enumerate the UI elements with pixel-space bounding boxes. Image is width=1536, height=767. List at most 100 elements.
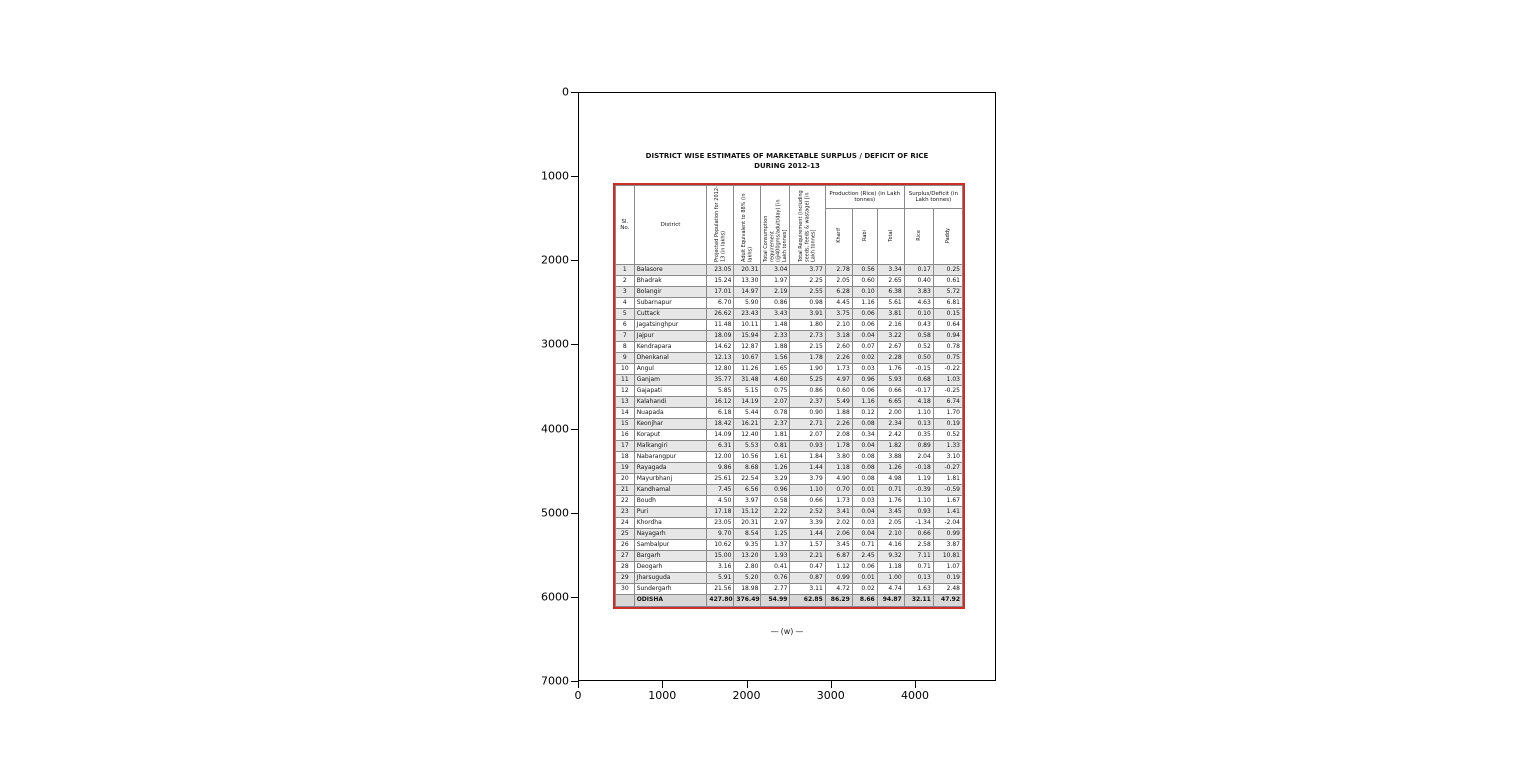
header-sl-no: Sl. No. <box>615 184 635 266</box>
cell-district: Nayagarh <box>633 528 708 541</box>
table-row: 11 Ganjam 35.77 31.48 4.60 5.25 4.97 0.96 5.93 0.… <box>615 374 964 387</box>
cell-district: Subarnapur <box>633 297 708 310</box>
cell-value: 2.37 <box>789 396 826 409</box>
cell-district: Nabarangpur <box>633 451 708 464</box>
header-production-group: Production (Rice) (in Lakh tonnes) <box>824 184 905 210</box>
header-adult-equivalent: Adult Equivalent to 88% (in lakhs) <box>733 184 762 266</box>
cell-value: 0.15 <box>932 308 964 321</box>
cell-value: 1.19 <box>903 473 934 486</box>
cell-value: 8.66 <box>851 594 878 608</box>
table-row: 26 Sambalpur 10.62 9.35 1.37 1.57 3.45 0.71 4.16… <box>615 539 964 552</box>
y-tick-mark <box>571 344 578 346</box>
cell-value: 0.58 <box>760 495 791 508</box>
cell-value: 3.04 <box>760 264 791 277</box>
cell-district: Bolangir <box>633 286 708 299</box>
cell-value: 3.83 <box>903 286 934 299</box>
y-tick-mark <box>571 260 578 262</box>
cell-value: 2.05 <box>876 517 905 530</box>
cell-value: 20.31 <box>733 517 762 530</box>
x-tick-mark <box>578 681 579 688</box>
cell-value: 0.06 <box>851 561 878 574</box>
cell-value: 0.52 <box>932 429 964 442</box>
cell-value: 15.24 <box>706 275 735 288</box>
cell-value: 3.18 <box>824 330 853 343</box>
cell-value: 23.05 <box>706 264 735 277</box>
cell-value: 86.29 <box>824 594 853 608</box>
cell-value: 20.31 <box>733 264 762 277</box>
cell-value: 0.43 <box>903 319 934 332</box>
cell-value: 2.65 <box>876 275 905 288</box>
cell-value: 1.78 <box>789 352 826 365</box>
cell-value: 1.12 <box>824 561 853 574</box>
cell-value: -0.17 <box>903 385 934 398</box>
header-district: District <box>633 184 708 266</box>
header-kharif: Kharif <box>824 208 853 266</box>
cell-value: 3.75 <box>824 308 853 321</box>
cell-value: 3.77 <box>789 264 826 277</box>
cell-value: 16.12 <box>706 396 735 409</box>
cell-value: 5.15 <box>733 385 762 398</box>
cell-value: -2.04 <box>932 517 964 530</box>
cell-value: 3.34 <box>876 264 905 277</box>
cell-value: 14.62 <box>706 341 735 354</box>
cell-value: 13.20 <box>733 550 762 563</box>
cell-value: 3.43 <box>760 308 791 321</box>
cell-value: 0.02 <box>851 352 878 365</box>
cell-value: 0.06 <box>851 319 878 332</box>
cell-value: 1.73 <box>824 363 853 376</box>
cell-value: 2.33 <box>760 330 791 343</box>
header-rice: Rice <box>903 208 934 266</box>
cell-district: Puri <box>633 506 708 519</box>
cell-value: 3.87 <box>932 539 964 552</box>
cell-value: 9.32 <box>876 550 905 563</box>
cell-value: 2.05 <box>824 275 853 288</box>
cell-value: 4.18 <box>903 396 934 409</box>
cell-value: -0.39 <box>903 484 934 497</box>
cell-value: 2.73 <box>789 330 826 343</box>
cell-value: 12.13 <box>706 352 735 365</box>
cell-value: 0.71 <box>876 484 905 497</box>
cell-value: 0.86 <box>760 297 791 310</box>
cell-value: 2.42 <box>876 429 905 442</box>
cell-value: 3.91 <box>789 308 826 321</box>
header-kharif-label: Kharif <box>835 228 842 243</box>
header-total-label: Total <box>887 229 894 242</box>
cell-value: 47.92 <box>932 594 964 608</box>
cell-value: 1.81 <box>932 473 964 486</box>
cell-value: 1.56 <box>760 352 791 365</box>
cell-value: 6.56 <box>733 484 762 497</box>
cell-value: 0.94 <box>932 330 964 343</box>
cell-value: 2.26 <box>824 418 853 431</box>
cell-value: 0.99 <box>932 528 964 541</box>
header-paddy-label: Paddy <box>944 228 951 244</box>
cell-value: 1.67 <box>932 495 964 508</box>
table-row: 22 Boudh 4.50 3.97 0.58 0.66 1.73 0.03 1.76 1.10 1… <box>615 495 964 508</box>
cell-value: 3.88 <box>876 451 905 464</box>
cell-value: 3.45 <box>824 539 853 552</box>
cell-value: 2.00 <box>876 407 905 420</box>
cell-value: 25.61 <box>706 473 735 486</box>
cell-sl-no: 1 <box>615 264 635 277</box>
cell-sl-no: 11 <box>615 374 635 387</box>
cell-value: 2.08 <box>824 429 853 442</box>
y-tick-label: 6000 <box>541 590 569 604</box>
cell-sl-no: 25 <box>615 528 635 541</box>
cell-value: 376.49 <box>733 594 762 608</box>
cell-value: 0.50 <box>903 352 934 365</box>
cell-sl-no: 20 <box>615 473 635 486</box>
cell-value: 2.10 <box>824 319 853 332</box>
header-projected-population: Projected Population for 2012-13 (in lak… <box>706 184 735 266</box>
cell-value: 5.85 <box>706 385 735 398</box>
table-row: 28 Deogarh 3.16 2.80 0.41 0.47 1.12 0.06 1.18 0.7… <box>615 561 964 574</box>
cell-value: 4.50 <box>706 495 735 508</box>
cell-sl-no: 14 <box>615 407 635 420</box>
cell-value: 1.82 <box>876 440 905 453</box>
cell-value: 4.74 <box>876 583 905 596</box>
cell-value: 6.74 <box>932 396 964 409</box>
cell-value: 1.93 <box>760 550 791 563</box>
cell-value: 2.02 <box>824 517 853 530</box>
cell-value: 5.93 <box>876 374 905 387</box>
cell-sl-no: 19 <box>615 462 635 475</box>
cell-value: 2.48 <box>932 583 964 596</box>
cell-value: 2.78 <box>824 264 853 277</box>
